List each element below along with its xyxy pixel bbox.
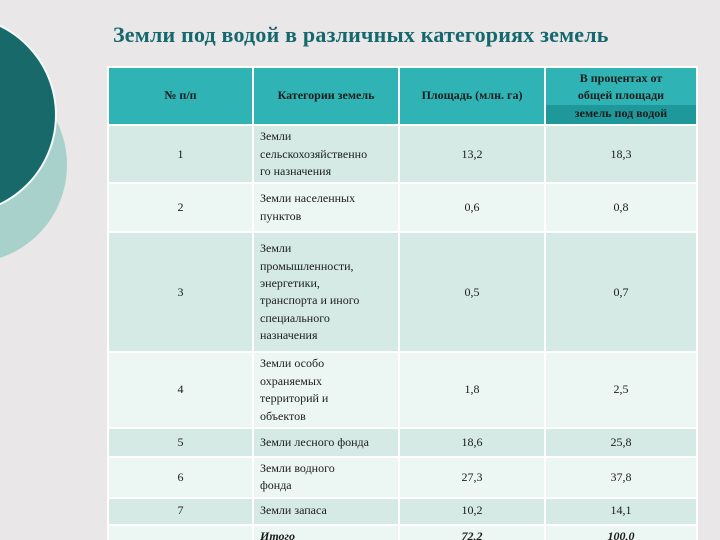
area-cell: 27,3 — [400, 457, 544, 497]
percent-cell: 14,1 — [546, 498, 696, 524]
total-num-cell — [109, 525, 252, 540]
row-number-cell: 3 — [109, 233, 252, 352]
area-cell: 0,5 — [400, 233, 544, 352]
table-row: 7 Земли запаса 10,2 14,1 — [109, 498, 696, 524]
table-row: 1 Земли сельскохозяйственно го назначения… — [109, 126, 696, 183]
area-cell: 18,6 — [400, 428, 544, 456]
table-row: 5 Земли лесного фонда 18,6 25,8 — [109, 428, 696, 456]
row-number-cell: 7 — [109, 498, 252, 524]
area-cell: 10,2 — [400, 498, 544, 524]
table-row: 3 Земли промышленности, энергетики, транс… — [109, 233, 696, 352]
percent-cell: 18,3 — [546, 126, 696, 183]
table-row: 2 Земли населенных пунктов 0,6 0,8 — [109, 184, 696, 232]
percent-cell: 0,8 — [546, 184, 696, 232]
total-label-cell: Итого — [254, 525, 398, 540]
percent-cell: 25,8 — [546, 428, 696, 456]
column-header-percent: В процентах от общей площади земель под … — [546, 68, 696, 125]
column-header-category: Категории земель — [254, 68, 398, 125]
percent-cell: 2,5 — [546, 353, 696, 427]
land-under-water-table: № п/п Категории земель Площадь (млн. га)… — [107, 66, 698, 540]
category-cell: Земли населенных пунктов — [254, 184, 398, 232]
table-row: 6 Земли водного фонда 27,3 37,8 — [109, 457, 696, 497]
column-header-num: № п/п — [109, 68, 252, 125]
percent-cell: 37,8 — [546, 457, 696, 497]
row-number-cell: 6 — [109, 457, 252, 497]
slide-title: Земли под водой в различных категориях з… — [113, 22, 609, 47]
table-body: 1 Земли сельскохозяйственно го назначения… — [109, 126, 696, 524]
category-cell: Земли водного фонда — [254, 457, 398, 497]
category-cell: Земли лесного фонда — [254, 428, 398, 456]
area-cell: 13,2 — [400, 126, 544, 183]
column-header-area: Площадь (млн. га) — [400, 68, 544, 125]
total-area-cell: 72,2 — [400, 525, 544, 540]
category-cell: Земли особо охраняемых территорий и объе… — [254, 353, 398, 427]
percent-cell: 0,7 — [546, 233, 696, 352]
category-cell: Земли запаса — [254, 498, 398, 524]
table-header-row: № п/п Категории земель Площадь (млн. га)… — [109, 68, 696, 125]
total-percent-cell: 100,0 — [546, 525, 696, 540]
row-number-cell: 2 — [109, 184, 252, 232]
row-number-cell: 1 — [109, 126, 252, 183]
total-row: Итого 72,2 100,0 — [109, 525, 696, 540]
category-cell: Земли сельскохозяйственно го назначения — [254, 126, 398, 183]
area-cell: 0,6 — [400, 184, 544, 232]
row-number-cell: 4 — [109, 353, 252, 427]
category-cell: Земли промышленности, энергетики, трансп… — [254, 233, 398, 352]
table-row: 4 Земли особо охраняемых территорий и объ… — [109, 353, 696, 427]
row-number-cell: 5 — [109, 428, 252, 456]
area-cell: 1,8 — [400, 353, 544, 427]
